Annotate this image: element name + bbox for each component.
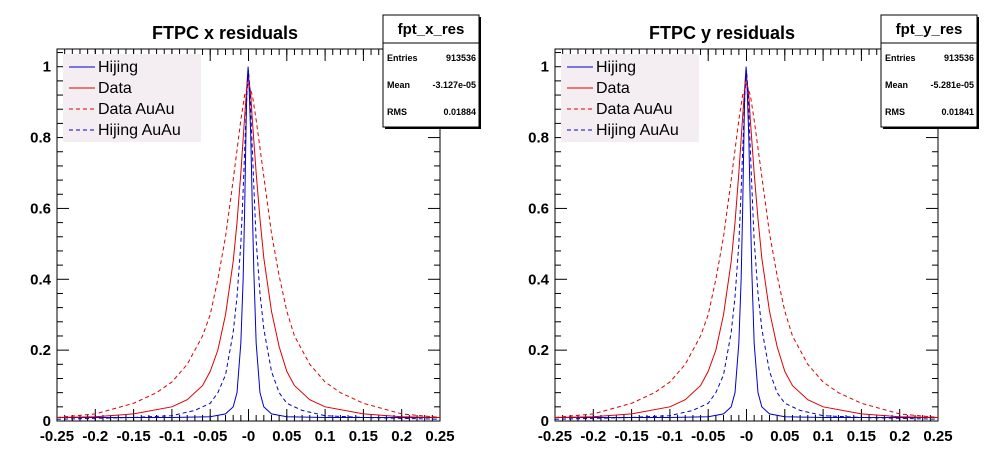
legend-label: Hijing AuAu (98, 122, 181, 139)
series-line-data (56, 77, 441, 418)
stats-value: 0.01884 (443, 107, 476, 117)
stats-box: fpt_x_res Entries 913536 Mean -3.127e-05 RMS 0… (382, 14, 481, 129)
x-tick-label: 0.15 (847, 428, 876, 445)
x-tick-label: 0.25 (923, 428, 952, 445)
stats-panel (382, 14, 480, 128)
stats-label: RMS (885, 107, 905, 117)
legend-box (561, 54, 699, 142)
stats-label: RMS (387, 107, 407, 117)
stats-label: Mean (387, 80, 410, 90)
legend-label: Hijing (98, 59, 138, 76)
y-tick-label: 0.2 (528, 342, 549, 359)
x-tick-label: -0.05 (691, 428, 725, 445)
legend-box (63, 54, 201, 142)
x-tick-label: -0.25 (40, 428, 74, 445)
y-tick-label: 0.4 (528, 271, 550, 288)
series-line-hijing-auau (554, 70, 939, 420)
x-tick-label: -0.2 (82, 428, 108, 445)
legend-label: Data AuAu (98, 101, 175, 118)
legend-label: Hijing (596, 59, 636, 76)
y-tick-label: 0.6 (30, 200, 51, 217)
legend-label: Data (98, 80, 132, 97)
y-tick-label: 0 (541, 413, 549, 430)
series-line-hijing-auau (56, 70, 441, 420)
stats-box: fpt_y_res Entries 913536 Mean -5.281e-05 RMS 0… (880, 14, 979, 129)
y-tick-label: 0.8 (30, 130, 51, 147)
y-tick-label: 0.6 (528, 200, 549, 217)
series-line-hijing (57, 66, 440, 418)
x-tick-label: -0.15 (614, 428, 648, 445)
y-tick-label: 0 (43, 413, 51, 430)
x-tick-label: -0.25 (538, 428, 572, 445)
x-tick-label: -0.1 (159, 428, 185, 445)
x-tick-label: 0.05 (770, 428, 799, 445)
stats-value: -3.127e-05 (432, 80, 476, 90)
legend-label: Data (596, 80, 630, 97)
y-tick-label: 0.2 (30, 342, 51, 359)
x-tick-label: 0.1 (813, 428, 834, 445)
stats-value: -5.281e-05 (930, 80, 974, 90)
legend-label: Data AuAu (596, 101, 673, 118)
legend: Hijing Data Data AuAu Hijing AuAu (561, 54, 699, 142)
legend-label: Hijing AuAu (596, 122, 679, 139)
y-tick-label: 0.8 (528, 130, 549, 147)
y-tick-label: 1 (43, 59, 51, 76)
x-tick-label: 0.25 (425, 428, 454, 445)
x-tick-label: -0.2 (580, 428, 606, 445)
legend: Hijing Data Data AuAu Hijing AuAu (63, 54, 201, 142)
stats-panel (880, 14, 978, 128)
stats-name: fpt_x_res (398, 21, 465, 38)
x-tick-label: -0 (740, 428, 753, 445)
chart-title: FTPC x residuals (152, 23, 298, 43)
stats-value: 913536 (446, 53, 476, 63)
x-tick-label: 0.1 (315, 428, 336, 445)
x-tick-label: -0 (242, 428, 255, 445)
x-tick-label: 0.15 (349, 428, 378, 445)
series-line-data-auau (56, 82, 441, 418)
chart-title: FTPC y residuals (649, 23, 795, 43)
series-line-hijing (555, 66, 938, 418)
series-line-data (554, 77, 939, 418)
x-tick-label: -0.15 (116, 428, 150, 445)
stats-value: 913536 (944, 53, 974, 63)
x-tick-label: 0.05 (272, 428, 301, 445)
x-tick-label: -0.05 (193, 428, 227, 445)
series-line-data-auau (554, 82, 939, 418)
stats-name: fpt_y_res (896, 21, 963, 38)
x-tick-label: 0.2 (391, 428, 412, 445)
x-tick-label: -0.1 (657, 428, 683, 445)
stats-label: Entries (387, 53, 418, 63)
y-tick-label: 1 (541, 59, 549, 76)
y-tick-label: 0.4 (30, 271, 52, 288)
stats-label: Entries (885, 53, 916, 63)
x-tick-label: 0.2 (889, 428, 910, 445)
stats-value: 0.01841 (941, 107, 974, 117)
stats-label: Mean (885, 80, 908, 90)
